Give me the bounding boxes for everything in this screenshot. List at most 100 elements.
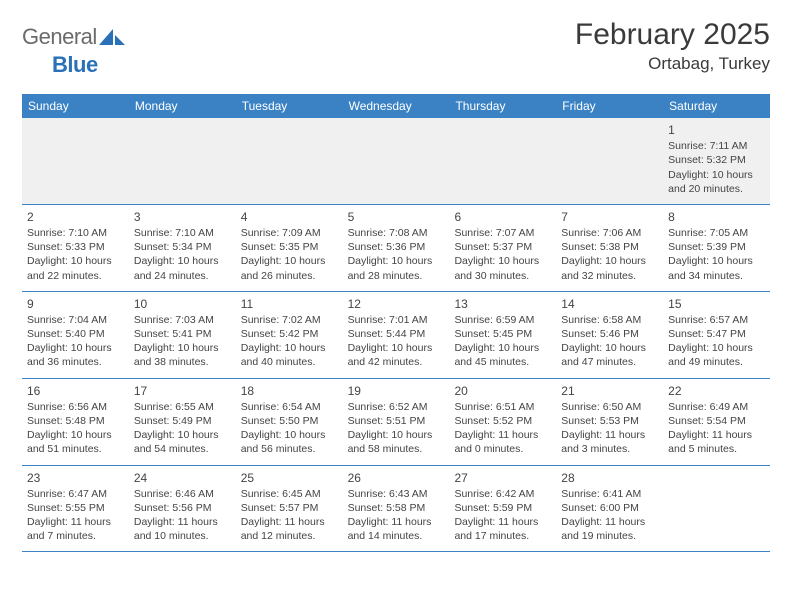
sunrise-line: Sunrise: 7:01 AM: [348, 313, 445, 327]
sunrise-line: Sunrise: 6:51 AM: [454, 400, 551, 414]
day-number: 28: [561, 470, 658, 486]
day-number: 11: [241, 296, 338, 312]
sunset-line: Sunset: 5:48 PM: [27, 414, 124, 428]
daylight-line: Daylight: 11 hours and 17 minutes.: [454, 515, 551, 543]
sunrise-line: Sunrise: 6:49 AM: [668, 400, 765, 414]
sunset-line: Sunset: 5:50 PM: [241, 414, 338, 428]
calendar-header-cell: Thursday: [449, 94, 556, 118]
sunrise-line: Sunrise: 6:54 AM: [241, 400, 338, 414]
day-number: 21: [561, 383, 658, 399]
daylight-line: Daylight: 11 hours and 19 minutes.: [561, 515, 658, 543]
day-number: 20: [454, 383, 551, 399]
sunrise-line: Sunrise: 7:02 AM: [241, 313, 338, 327]
calendar-day-cell: 15Sunrise: 6:57 AMSunset: 5:47 PMDayligh…: [663, 292, 770, 378]
calendar-header-cell: Saturday: [663, 94, 770, 118]
calendar-day-cell: 24Sunrise: 6:46 AMSunset: 5:56 PMDayligh…: [129, 466, 236, 552]
calendar-day-cell: 18Sunrise: 6:54 AMSunset: 5:50 PMDayligh…: [236, 379, 343, 465]
sunset-line: Sunset: 5:32 PM: [668, 153, 765, 167]
day-number: 10: [134, 296, 231, 312]
sunset-line: Sunset: 5:56 PM: [134, 501, 231, 515]
sunset-line: Sunset: 5:59 PM: [454, 501, 551, 515]
day-number: 14: [561, 296, 658, 312]
sunset-line: Sunset: 5:40 PM: [27, 327, 124, 341]
sunset-line: Sunset: 5:33 PM: [27, 240, 124, 254]
sunrise-line: Sunrise: 6:43 AM: [348, 487, 445, 501]
day-number: 3: [134, 209, 231, 225]
calendar-day-cell: 17Sunrise: 6:55 AMSunset: 5:49 PMDayligh…: [129, 379, 236, 465]
sunrise-line: Sunrise: 6:46 AM: [134, 487, 231, 501]
daylight-line: Daylight: 11 hours and 10 minutes.: [134, 515, 231, 543]
calendar-day-cell: [236, 118, 343, 204]
calendar-day-cell: 6Sunrise: 7:07 AMSunset: 5:37 PMDaylight…: [449, 205, 556, 291]
calendar-day-cell: 20Sunrise: 6:51 AMSunset: 5:52 PMDayligh…: [449, 379, 556, 465]
daylight-line: Daylight: 10 hours and 28 minutes.: [348, 254, 445, 282]
sunrise-line: Sunrise: 6:55 AM: [134, 400, 231, 414]
calendar-week-row: 9Sunrise: 7:04 AMSunset: 5:40 PM Daylight…: [22, 292, 770, 379]
daylight-line: Daylight: 11 hours and 3 minutes.: [561, 428, 658, 456]
calendar-day-cell: 28Sunrise: 6:41 AMSunset: 6:00 PMDayligh…: [556, 466, 663, 552]
calendar-day-cell: [556, 118, 663, 204]
sunset-line: Sunset: 5:39 PM: [668, 240, 765, 254]
daylight-line: Daylight: 10 hours and 49 minutes.: [668, 341, 765, 369]
sunrise-line: Sunrise: 7:03 AM: [134, 313, 231, 327]
brand-sail-icon: [99, 27, 125, 47]
sunset-line: Sunset: 5:55 PM: [27, 501, 124, 515]
calendar-day-cell: 2Sunrise: 7:10 AMSunset: 5:33 PMDaylight…: [22, 205, 129, 291]
daylight-line: Daylight: 10 hours and 20 minutes.: [668, 168, 765, 196]
brand-part2: Blue: [22, 52, 98, 77]
calendar-day-cell: 8Sunrise: 7:05 AMSunset: 5:39 PMDaylight…: [663, 205, 770, 291]
day-number: 1: [668, 122, 765, 138]
calendar-day-cell: [22, 118, 129, 204]
daylight-line: Daylight: 10 hours and 24 minutes.: [134, 254, 231, 282]
sunrise-line: Sunrise: 6:52 AM: [348, 400, 445, 414]
sunrise-line: Sunrise: 6:58 AM: [561, 313, 658, 327]
calendar-week-row: 16Sunrise: 6:56 AMSunset: 5:48 PM Dayligh…: [22, 379, 770, 466]
calendar-week-row: 1Sunrise: 7:11 AMSunset: 5:32 PMDaylight…: [22, 118, 770, 205]
daylight-line: Daylight: 10 hours and 42 minutes.: [348, 341, 445, 369]
month-title: February 2025: [575, 18, 770, 52]
day-number: 6: [454, 209, 551, 225]
calendar-page: General February 2025 Ortabag, Turkey Bl…: [0, 0, 792, 552]
calendar-header-cell: Tuesday: [236, 94, 343, 118]
sunset-line: Sunset: 5:49 PM: [134, 414, 231, 428]
day-number: 17: [134, 383, 231, 399]
sunset-line: Sunset: 5:35 PM: [241, 240, 338, 254]
sunset-line: Sunset: 5:42 PM: [241, 327, 338, 341]
calendar-day-cell: 11Sunrise: 7:02 AMSunset: 5:42 PMDayligh…: [236, 292, 343, 378]
sunrise-line: Sunrise: 6:41 AM: [561, 487, 658, 501]
daylight-line: Daylight: 10 hours and 34 minutes.: [668, 254, 765, 282]
sunrise-line: Sunrise: 7:04 AM: [27, 313, 124, 327]
sunrise-line: Sunrise: 6:50 AM: [561, 400, 658, 414]
calendar-body: 1Sunrise: 7:11 AMSunset: 5:32 PMDaylight…: [22, 118, 770, 552]
calendar-day-cell: 21Sunrise: 6:50 AMSunset: 5:53 PMDayligh…: [556, 379, 663, 465]
sunrise-line: Sunrise: 6:57 AM: [668, 313, 765, 327]
sunset-line: Sunset: 5:45 PM: [454, 327, 551, 341]
calendar-day-cell: 13Sunrise: 6:59 AMSunset: 5:45 PMDayligh…: [449, 292, 556, 378]
calendar-day-cell: [449, 118, 556, 204]
calendar-day-cell: 16Sunrise: 6:56 AMSunset: 5:48 PMDayligh…: [22, 379, 129, 465]
daylight-line: Daylight: 10 hours and 40 minutes.: [241, 341, 338, 369]
sunset-line: Sunset: 5:54 PM: [668, 414, 765, 428]
day-number: 16: [27, 383, 124, 399]
sunset-line: Sunset: 5:52 PM: [454, 414, 551, 428]
sunrise-line: Sunrise: 6:59 AM: [454, 313, 551, 327]
calendar-day-cell: 19Sunrise: 6:52 AMSunset: 5:51 PMDayligh…: [343, 379, 450, 465]
daylight-line: Daylight: 11 hours and 5 minutes.: [668, 428, 765, 456]
calendar-day-cell: 3Sunrise: 7:10 AMSunset: 5:34 PMDaylight…: [129, 205, 236, 291]
sunrise-line: Sunrise: 7:05 AM: [668, 226, 765, 240]
sunset-line: Sunset: 5:46 PM: [561, 327, 658, 341]
sunrise-line: Sunrise: 6:56 AM: [27, 400, 124, 414]
sunset-line: Sunset: 5:36 PM: [348, 240, 445, 254]
sunrise-line: Sunrise: 6:45 AM: [241, 487, 338, 501]
calendar-day-cell: 5Sunrise: 7:08 AMSunset: 5:36 PMDaylight…: [343, 205, 450, 291]
sunrise-line: Sunrise: 6:47 AM: [27, 487, 124, 501]
sunrise-line: Sunrise: 7:10 AM: [27, 226, 124, 240]
calendar-day-cell: 22Sunrise: 6:49 AMSunset: 5:54 PMDayligh…: [663, 379, 770, 465]
day-number: 9: [27, 296, 124, 312]
day-number: 24: [134, 470, 231, 486]
sunrise-line: Sunrise: 7:07 AM: [454, 226, 551, 240]
daylight-line: Daylight: 10 hours and 54 minutes.: [134, 428, 231, 456]
sunset-line: Sunset: 5:38 PM: [561, 240, 658, 254]
sunset-line: Sunset: 5:41 PM: [134, 327, 231, 341]
sunrise-line: Sunrise: 7:10 AM: [134, 226, 231, 240]
